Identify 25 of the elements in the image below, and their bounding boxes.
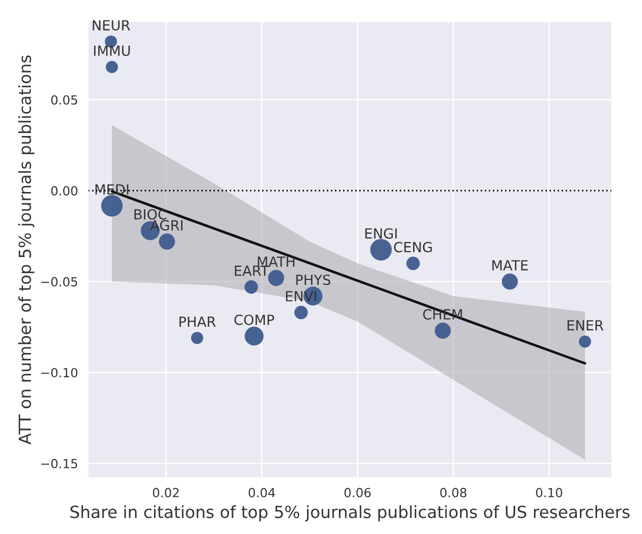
- annotation: PHAR: [180, 316, 216, 327]
- y-tick-label: 0.00: [51, 186, 78, 196]
- y-tick-label: 0.05: [51, 95, 78, 105]
- y-axis-title: ATT on number of top 5% journals publications: [18, 56, 34, 444]
- x-tick-label: 0.08: [440, 488, 466, 498]
- annotation: ENGI: [365, 228, 397, 239]
- annotation: PHYS: [296, 274, 330, 286]
- annotation: ENER: [568, 320, 604, 330]
- annotation: EART: [234, 266, 269, 276]
- annotation: CENG: [394, 242, 432, 252]
- annotation: MATE: [492, 260, 528, 270]
- annotation: COMP: [234, 314, 274, 326]
- y-tick-label: −0.10: [41, 368, 78, 378]
- y-tick-label: −0.05: [41, 277, 78, 286]
- x-tick-label: 0.02: [152, 488, 179, 498]
- x-tick-label: 0.10: [536, 488, 562, 498]
- y-tick-label: −0.15: [41, 458, 78, 468]
- annotation: MEDI: [95, 184, 128, 195]
- annotation: NEUR: [92, 20, 130, 31]
- annotation: IMMU: [94, 46, 130, 56]
- annotation: MATH: [258, 256, 294, 267]
- x-tick-label: 0.06: [344, 488, 371, 498]
- annotation: BIOC: [134, 209, 167, 220]
- x-axis-title: Share in citations of top 5% journals publications of US researchers: [70, 505, 630, 522]
- x-tick-label: 0.04: [248, 488, 275, 498]
